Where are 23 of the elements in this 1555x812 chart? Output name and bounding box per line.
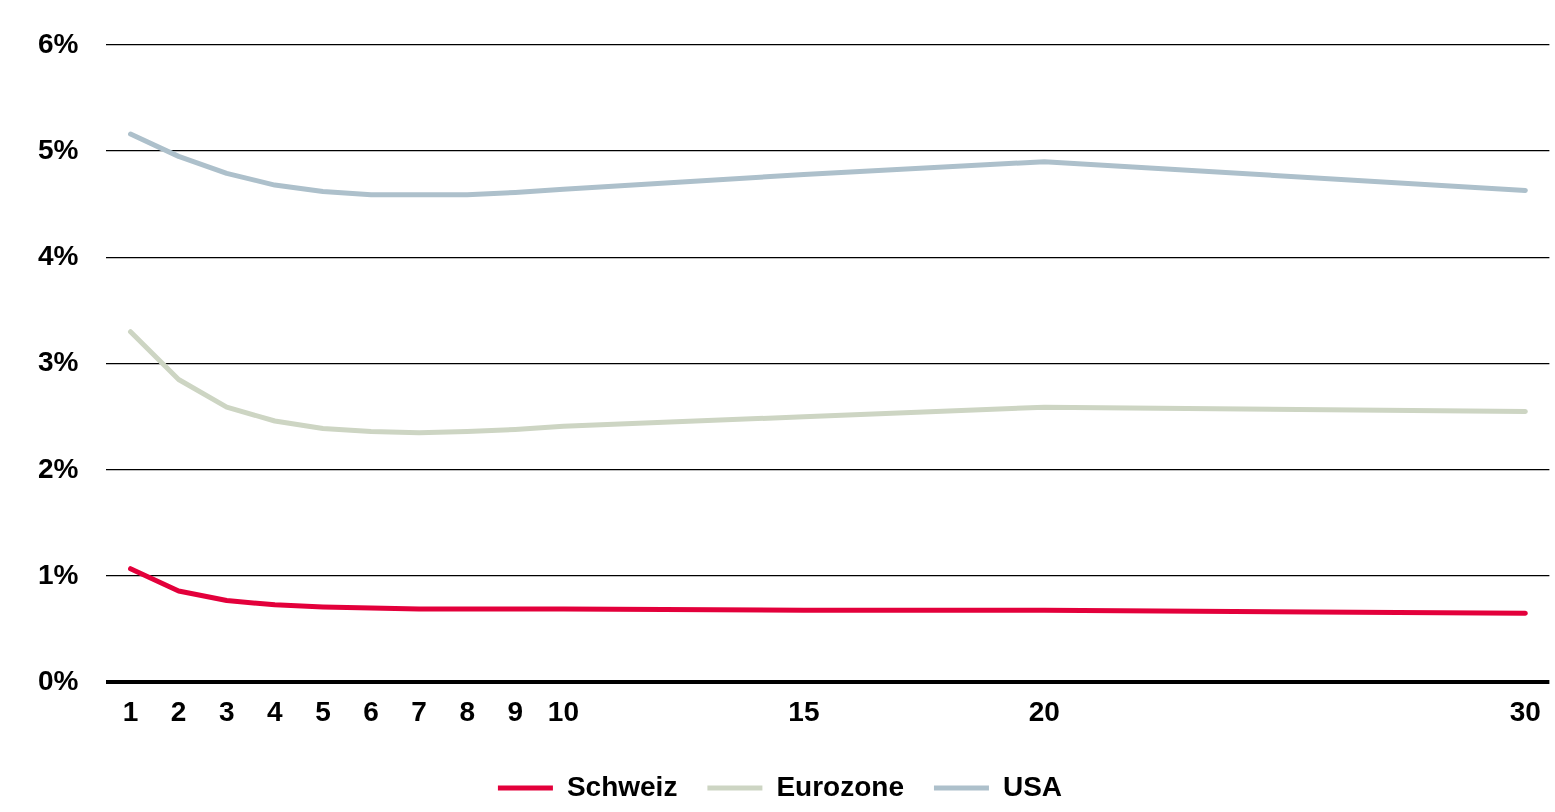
x-tick-label: 10	[547, 695, 579, 727]
x-tick-label: 2	[170, 695, 187, 727]
x-tick-label: 6	[363, 695, 379, 727]
legend-label: USA	[1002, 770, 1063, 802]
y-tick-label: 6%	[38, 27, 79, 59]
x-tick-label: 5	[315, 695, 331, 727]
y-tick-label: 5%	[38, 133, 79, 165]
x-tick-label: 8	[459, 695, 475, 727]
x-tick-label: 30	[1509, 695, 1541, 727]
x-tick-label: 3	[218, 695, 235, 727]
x-tick-label: 15	[788, 695, 820, 727]
x-tick-label: 1	[122, 695, 139, 727]
y-tick-label: 0%	[38, 665, 79, 697]
x-tick-label: 4	[267, 695, 284, 727]
x-tick-label: 7	[411, 695, 427, 727]
legend-label: Schweiz	[566, 770, 678, 802]
x-tick-label: 20	[1028, 695, 1060, 727]
y-tick-label: 3%	[38, 346, 79, 378]
y-tick-label: 1%	[38, 558, 79, 590]
legend-label: Eurozone	[776, 770, 904, 802]
x-tick-label: 9	[507, 695, 524, 727]
y-tick-label: 4%	[38, 240, 79, 272]
y-tick-label: 2%	[38, 452, 79, 484]
